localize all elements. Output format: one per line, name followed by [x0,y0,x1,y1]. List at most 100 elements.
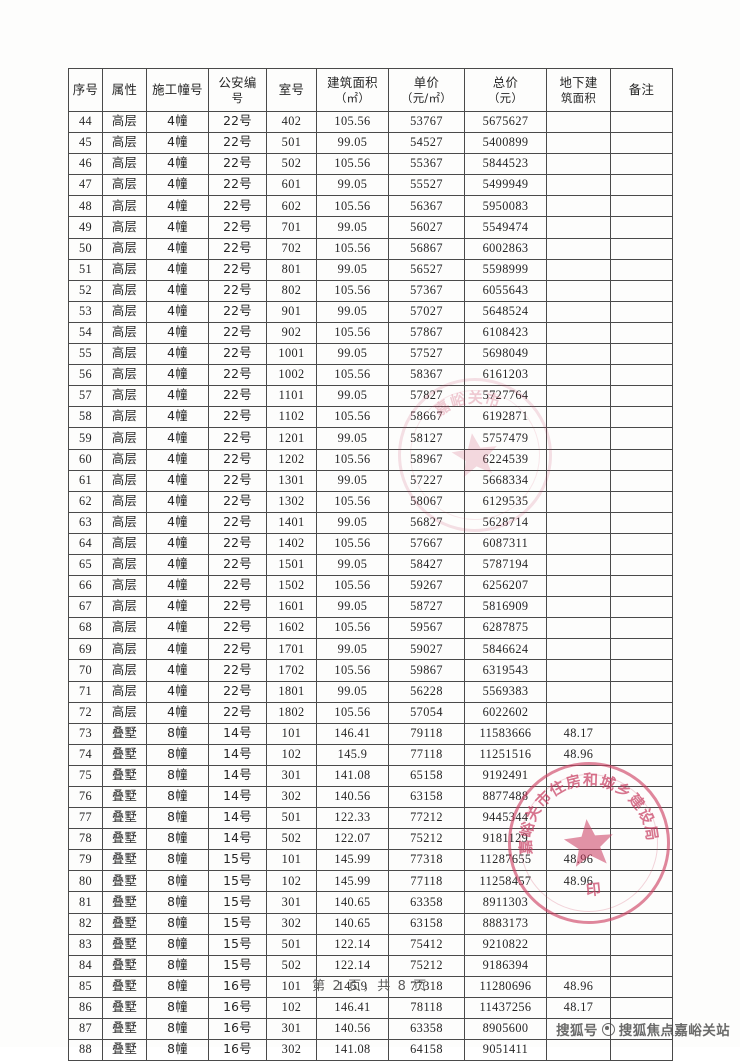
cell-room: 101 [266,975,317,998]
cell-idx: 52 [68,279,103,302]
cell-total: 9051411 [464,1039,547,1061]
cell-police: 22号 [208,406,267,429]
cell-area: 99.05 [316,511,389,534]
table-row: 76 叠墅 8幢 14号 302 140.56 63158 8877488 [68,785,673,809]
cell-room: 1002 [266,364,317,387]
cell-unit: 63158 [388,912,465,935]
cell-room: 102 [266,996,317,1020]
cell-area: 145.9 [316,743,389,766]
table-row: 45 高层 4幢 22号 501 99.05 54527 5400899 [68,132,673,155]
cell-area: 141.08 [316,764,389,788]
cell-attr: 叠墅 [102,891,147,914]
cell-room: 1501 [266,553,317,577]
cell-idx: 68 [68,617,103,640]
cell-bldg: 4幢 [146,216,209,239]
cell-area: 105.56 [316,448,389,471]
cell-bldg: 8幢 [146,807,209,830]
column-header-area: 建筑面积 （㎡） [316,68,389,112]
cell-room: 1801 [266,680,317,703]
cell-unit: 56867 [388,237,465,260]
cell-idx: 51 [68,258,103,281]
cell-attr: 高层 [102,343,147,366]
cell-under [546,132,611,155]
cell-area: 99.05 [316,132,389,155]
table-row: 49 高层 4幢 22号 701 99.05 56027 5549474 [68,216,673,239]
table-row: 48 高层 4幢 22号 602 105.56 56367 5950083 [68,195,673,218]
table-row: 58 高层 4幢 22号 1102 105.56 58667 6192871 [68,406,673,429]
cell-idx: 65 [68,553,103,577]
cell-police: 22号 [208,385,267,408]
cell-bldg: 8幢 [146,849,209,872]
cell-total: 5950083 [464,195,547,218]
cell-under [546,174,611,197]
cell-police: 22号 [208,110,267,134]
cell-police: 22号 [208,321,267,345]
column-header-label: 序号 [72,82,99,98]
cell-room: 101 [266,722,317,745]
cell-under [546,575,611,598]
cell-room: 101 [266,849,317,872]
cell-bldg: 4幢 [146,195,209,218]
cell-area: 146.41 [316,722,389,745]
cell-under [546,279,611,302]
cell-note [610,596,673,619]
table-row: 71 高层 4幢 22号 1801 99.05 56228 5569383 [68,680,673,703]
cell-unit: 65158 [388,764,465,788]
cell-under [546,406,611,429]
table-row: 86 叠墅 8幢 16号 102 146.41 78118 11437256 48.17 [68,996,673,1020]
cell-attr: 高层 [102,385,147,408]
cell-under [546,216,611,239]
cell-idx: 46 [68,153,103,176]
table-row: 75 叠墅 8幢 14号 301 141.08 65158 9192491 [68,764,673,788]
cell-area: 105.56 [316,195,389,218]
cell-note [610,427,673,450]
cell-unit: 59567 [388,617,465,640]
cell-police: 15号 [208,933,267,956]
cell-attr: 叠墅 [102,849,147,872]
cell-room: 102 [266,870,317,893]
cell-under [546,364,611,387]
at-symbol-icon [601,1022,615,1036]
table-row: 62 高层 4幢 22号 1302 105.56 58067 6129535 [68,490,673,513]
cell-unit: 58127 [388,427,465,450]
cell-under [546,659,611,682]
cell-area: 105.56 [316,532,389,555]
cell-idx: 57 [68,385,103,408]
cell-room: 102 [266,743,317,766]
cell-under [546,258,611,281]
cell-under [546,596,611,619]
cell-area: 99.05 [316,343,389,366]
cell-unit: 56527 [388,258,465,281]
cell-room: 302 [266,1039,317,1061]
cell-police: 15号 [208,954,267,977]
cell-bldg: 4幢 [146,638,209,661]
cell-bldg: 4幢 [146,174,209,197]
cell-room: 702 [266,237,317,260]
cell-total: 6055643 [464,279,547,302]
cell-idx: 76 [68,785,103,809]
cell-room: 902 [266,321,317,345]
cell-under [546,891,611,914]
cell-bldg: 4幢 [146,132,209,155]
table-row: 54 高层 4幢 22号 902 105.56 57867 6108423 [68,321,673,345]
cell-note [610,553,673,577]
cell-room: 302 [266,912,317,935]
cell-attr: 高层 [102,596,147,619]
cell-note [610,912,673,935]
cell-attr: 高层 [102,216,147,239]
cell-idx: 48 [68,195,103,218]
table-row: 47 高层 4幢 22号 601 99.05 55527 5499949 [68,174,673,197]
cell-note [610,300,673,323]
cell-room: 1602 [266,617,317,640]
cell-room: 1601 [266,596,317,619]
cell-note [610,954,673,977]
cell-idx: 77 [68,807,103,830]
cell-note [610,385,673,408]
cell-unit: 78118 [388,996,465,1020]
column-header-label: 总价 [492,75,519,91]
watermark-prefix: 搜狐号 [556,1023,598,1039]
cell-unit: 64158 [388,1039,465,1061]
cell-total: 6287875 [464,617,547,640]
cell-bldg: 4幢 [146,532,209,555]
cell-total: 11437256 [464,996,547,1020]
